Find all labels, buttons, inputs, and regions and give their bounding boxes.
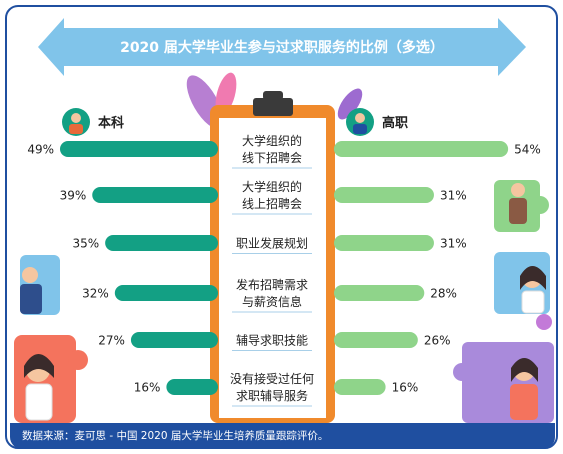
value-label-undergrad-3: 32% [82, 287, 109, 301]
series-label-undergrad: 本科 [98, 115, 124, 131]
bar-vocational-3 [334, 285, 425, 301]
value-label-vocational-2: 31% [440, 237, 467, 251]
value-label-undergrad-1: 39% [60, 189, 87, 203]
bar-undergrad-0 [60, 141, 218, 157]
category-label-5: 没有接受过任何求职辅导服务 [230, 371, 314, 403]
bar-undergrad-2 [105, 235, 218, 251]
bar-vocational-2 [334, 235, 434, 251]
category-label-2: 职业发展规划 [236, 236, 308, 251]
category-labels-layer: 大学组织的线下招聘会大学组织的线上招聘会职业发展规划发布招聘需求与薪资信息辅导求… [230, 133, 314, 407]
series-label-vocational: 高职 [382, 115, 408, 131]
clipboard-clip [253, 98, 293, 116]
person-figure-right [520, 266, 546, 314]
value-label-vocational-0: 54% [514, 143, 541, 157]
category-label-1: 大学组织的线上招聘会 [242, 179, 302, 211]
person-figure-bottom-right [510, 358, 538, 420]
value-label-vocational-5: 16% [392, 381, 419, 395]
person-figure-top-right [509, 183, 527, 224]
value-label-vocational-3: 28% [430, 287, 457, 301]
value-label-undergrad-4: 27% [98, 334, 125, 348]
bar-vocational-5 [334, 379, 386, 395]
clipboard-clip-top [263, 91, 283, 100]
value-label-vocational-4: 26% [424, 334, 451, 348]
category-label-3: 发布招聘需求与薪资信息 [236, 277, 308, 309]
bar-vocational-4 [334, 332, 418, 348]
footer-source-note: 数据来源：麦可思 - 中国 2020 届大学毕业生培养质量跟踪评价。 [10, 423, 555, 449]
bar-vocational-1 [334, 187, 434, 203]
category-label-4: 辅导求职技能 [236, 334, 308, 348]
value-label-vocational-1: 31% [440, 189, 467, 203]
bar-undergrad-4 [130, 332, 218, 348]
bar-vocational-0 [334, 141, 509, 157]
chart-title: 2020 届大学毕业生参与过求职服务的比例（多选） [120, 39, 444, 56]
person-figure-left [20, 267, 42, 314]
category-label-0: 大学组织的线下招聘会 [242, 133, 302, 165]
value-label-undergrad-5: 16% [134, 381, 161, 395]
title-banner-arrow [38, 18, 526, 76]
bars-layer: 49% 54% 39% 31% 35% 31% 32% 28% 27% 26% 16% 16% [27, 141, 541, 395]
value-label-undergrad-0: 49% [27, 143, 54, 157]
value-label-undergrad-2: 35% [72, 237, 99, 251]
bar-undergrad-3 [114, 285, 218, 301]
bar-undergrad-1 [92, 187, 218, 203]
bar-undergrad-5 [166, 379, 218, 395]
person-figure-bottom-left [24, 354, 54, 421]
